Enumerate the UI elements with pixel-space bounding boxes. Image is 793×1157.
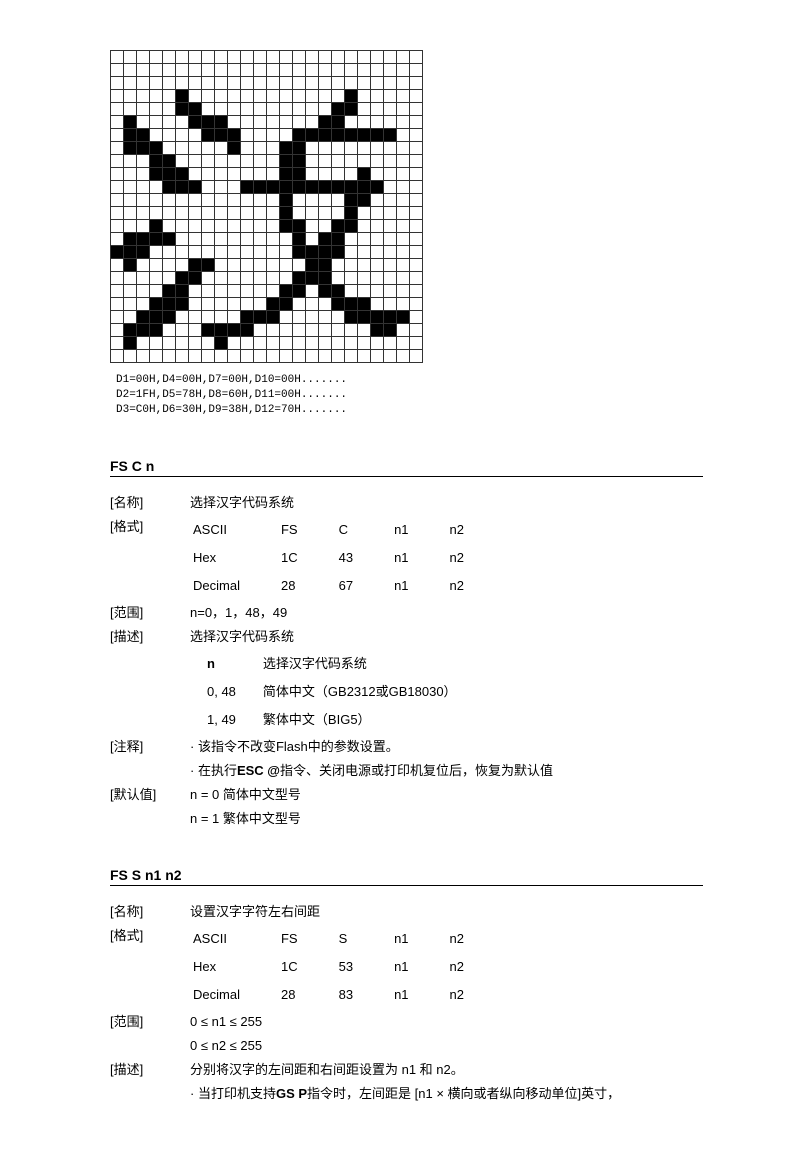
section-title-fs-s: FS S n1 n2	[110, 867, 703, 886]
format-table-2: ASCII FS S n1 n2 Hex 1C 53 n1 n2 Decimal…	[190, 924, 504, 1010]
fmt-cell: Decimal	[192, 982, 278, 1008]
fmt-cell: ASCII	[192, 926, 278, 952]
label-format-2: [格式]	[110, 924, 190, 948]
label-range: [范围]	[110, 601, 190, 625]
tbl-head: 选择汉字代码系统	[262, 651, 481, 677]
hex-line-2: D2=1FH,D5=78H,D8=60H,D11=00H.......	[116, 389, 347, 401]
fmt-cell: n2	[449, 926, 502, 952]
fmt-cell: Decimal	[192, 573, 278, 599]
fmt-cell: FS	[280, 926, 336, 952]
label-notes: [注释]	[110, 735, 190, 759]
row-format: [格式] ASCII FS C n1 n2 Hex 1C 43 n1 n2 De…	[110, 515, 703, 601]
fmt-cell: S	[338, 926, 391, 952]
label-format: [格式]	[110, 515, 190, 539]
fmt-cell: 83	[338, 982, 391, 1008]
range-1: 0 ≤ n1 ≤ 255	[190, 1010, 703, 1034]
tbl-cell: 繁体中文（BIG5）	[262, 707, 481, 733]
fmt-cell: 43	[338, 545, 391, 571]
fmt-cell: n2	[449, 545, 502, 571]
note-1: · 该指令不改变Flash中的参数设置。	[190, 735, 703, 759]
bitmap-grid-table	[110, 50, 423, 363]
fmt-cell: n1	[393, 573, 446, 599]
hex-data-block: D1=00H,D4=00H,D7=00H,D10=00H....... D2=1…	[116, 373, 703, 418]
row-default: [默认值] n = 0 简体中文型号 n = 1 繁体中文型号	[110, 783, 703, 831]
range-2: 0 ≤ n2 ≤ 255	[190, 1034, 703, 1058]
default-1: n = 0 简体中文型号	[190, 783, 703, 807]
tbl-cell: 简体中文（GB2312或GB18030）	[262, 679, 481, 705]
row-range: [范围] n=0，1，48，49	[110, 601, 703, 625]
section-title-fs-c: FS C n	[110, 458, 703, 477]
desc-text-2: 分别将汉字的左间距和右间距设置为 n1 和 n2。	[190, 1058, 703, 1082]
hex-line-3: D3=C0H,D6=30H,D9=38H,D12=70H.......	[116, 404, 347, 416]
fmt-cell: n1	[393, 926, 446, 952]
desc-note-2: · 当打印机支持GS P指令时，左间距是 [n1 × 横向或者纵向移动单位]英寸…	[190, 1082, 703, 1106]
fmt-cell: n2	[449, 982, 502, 1008]
character-bitmap	[110, 50, 703, 363]
default-2: n = 1 繁体中文型号	[190, 807, 703, 831]
row-notes: [注释] · 该指令不改变Flash中的参数设置。 · 在执行ESC @指令、关…	[110, 735, 703, 783]
fmt-cell: n1	[393, 545, 446, 571]
code-system-table: n 选择汉字代码系统 0, 48 简体中文（GB2312或GB18030） 1,…	[204, 649, 483, 735]
fmt-cell: 28	[280, 982, 336, 1008]
fmt-cell: Hex	[192, 545, 278, 571]
fmt-cell: n1	[393, 517, 446, 543]
label-name: [名称]	[110, 491, 190, 515]
fmt-cell: 28	[280, 573, 336, 599]
fmt-cell: Hex	[192, 954, 278, 980]
fmt-cell: 1C	[280, 954, 336, 980]
label-desc: [描述]	[110, 625, 190, 649]
label-desc-2: [描述]	[110, 1058, 190, 1082]
tbl-head: n	[207, 656, 215, 671]
fmt-cell: 1C	[280, 545, 336, 571]
row-name: [名称] 选择汉字代码系统	[110, 491, 703, 515]
fmt-cell: n2	[449, 517, 502, 543]
row-desc: [描述] 选择汉字代码系统 n 选择汉字代码系统 0, 48 简体中文（GB23…	[110, 625, 703, 735]
fmt-cell: 67	[338, 573, 391, 599]
desc-text: 选择汉字代码系统	[190, 625, 703, 649]
fmt-cell: ASCII	[192, 517, 278, 543]
fmt-cell: n1	[393, 954, 446, 980]
fmt-cell: n1	[393, 982, 446, 1008]
tbl-cell: 0, 48	[206, 679, 260, 705]
row-desc-2: [描述] 分别将汉字的左间距和右间距设置为 n1 和 n2。 · 当打印机支持G…	[110, 1058, 703, 1106]
row-format-2: [格式] ASCII FS S n1 n2 Hex 1C 53 n1 n2 De…	[110, 924, 703, 1010]
row-name-2: [名称] 设置汉字字符左右间距	[110, 900, 703, 924]
format-table: ASCII FS C n1 n2 Hex 1C 43 n1 n2 Decimal…	[190, 515, 504, 601]
tbl-cell: 1, 49	[206, 707, 260, 733]
value-name-2: 设置汉字字符左右间距	[190, 900, 703, 924]
label-default: [默认值]	[110, 783, 190, 807]
label-name-2: [名称]	[110, 900, 190, 924]
note-2: · 在执行ESC @指令、关闭电源或打印机复位后，恢复为默认值	[190, 759, 703, 783]
fmt-cell: n2	[449, 573, 502, 599]
fmt-cell: FS	[280, 517, 336, 543]
value-name: 选择汉字代码系统	[190, 491, 703, 515]
value-range: n=0，1，48，49	[190, 601, 703, 625]
fmt-cell: n2	[449, 954, 502, 980]
row-range-2: [范围] 0 ≤ n1 ≤ 255 0 ≤ n2 ≤ 255	[110, 1010, 703, 1058]
fmt-cell: C	[338, 517, 391, 543]
label-range-2: [范围]	[110, 1010, 190, 1034]
fmt-cell: 53	[338, 954, 391, 980]
hex-line-1: D1=00H,D4=00H,D7=00H,D10=00H.......	[116, 374, 347, 386]
